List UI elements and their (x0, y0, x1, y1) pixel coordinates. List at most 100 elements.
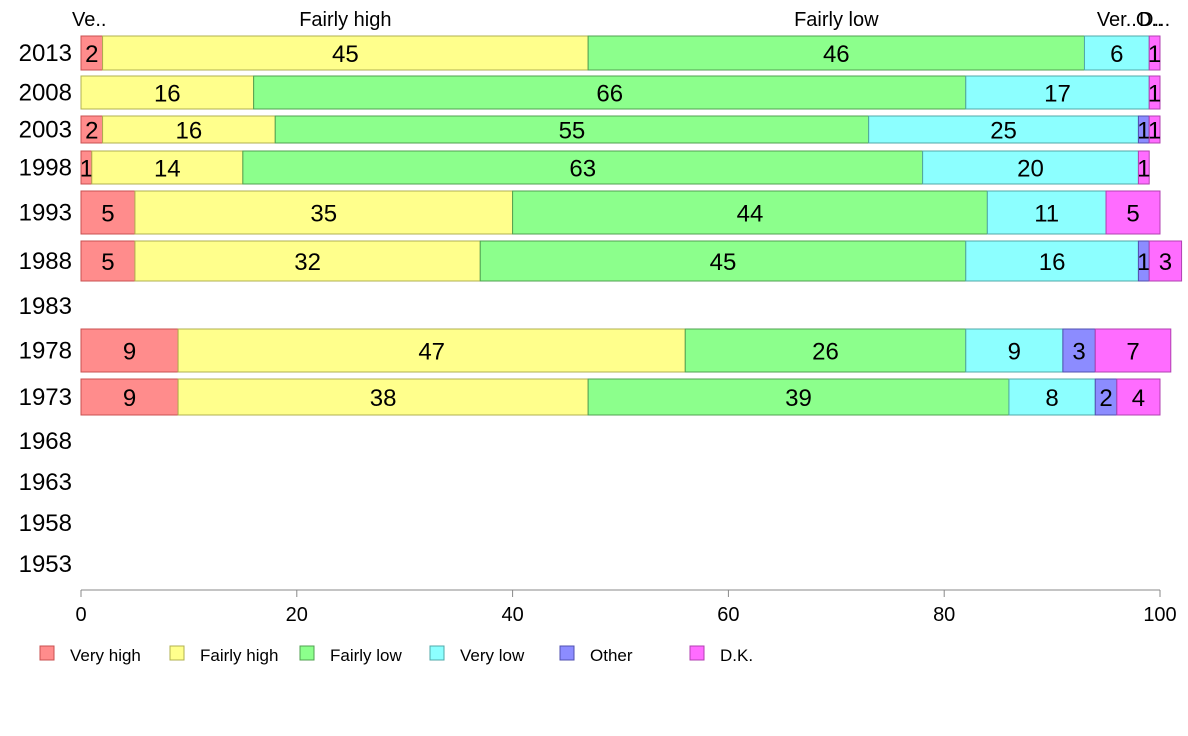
bar-1973-very-low (1008, 378, 1096, 416)
top-label-very-low: Ver.. (1097, 9, 1137, 31)
legend-swatch-fairly-low (299, 645, 315, 661)
value-label-2013-fairly-low: 46 (823, 41, 850, 68)
value-label-2013-very-high: 2 (85, 41, 98, 68)
value-label-1988-very-high: 5 (101, 249, 114, 276)
value-label-2013-fairly-high: 45 (332, 41, 359, 68)
year-label-2008: 2008 (19, 80, 72, 107)
bar-1993-fairly-high (134, 190, 514, 235)
value-label-1998-fairly-low: 63 (569, 156, 596, 183)
value-label-1993-fairly-high: 35 (310, 201, 337, 228)
x-tick-label-80: 80 (933, 604, 955, 626)
value-label-1973-fairly-high: 38 (370, 385, 397, 412)
bars-layer: 2 45 46 6 116 66 17 12 16 55 25 111 14 63 20 15 35 44 11 55… (80, 35, 1183, 416)
year-label-1993: 1993 (19, 200, 72, 227)
value-label-2008-fairly-low: 66 (596, 81, 623, 108)
value-label-1993-d-k: 5 (1126, 201, 1139, 228)
bar-1978-d-k (1094, 328, 1172, 373)
top-labels-layer: Ve.. Fairly high Fairly low Ver.. O..D... (72, 9, 1170, 31)
x-tick-label-100: 100 (1143, 604, 1176, 626)
bar-1988-fairly-high (134, 240, 481, 282)
bar-2013-very-low (1083, 35, 1150, 71)
legend-swatch-other (559, 645, 575, 661)
bar-1998-d-k (1137, 150, 1150, 185)
x-tick-label-20: 20 (286, 604, 308, 626)
year-label-1963: 1963 (19, 469, 72, 496)
legend-swatch-d-k (689, 645, 705, 661)
value-label-2003-d-k: 1 (1148, 118, 1161, 145)
legend-label-very-low: Very low (460, 646, 525, 665)
top-label-d-k: D... (1139, 9, 1170, 31)
year-label-1968: 1968 (19, 428, 72, 455)
bar-1978-very-high (80, 328, 179, 373)
x-tick-label-0: 0 (75, 604, 86, 626)
value-label-1978-fairly-low: 26 (812, 339, 839, 366)
value-label-1998-fairly-high: 14 (154, 156, 181, 183)
bar-1973-very-high (80, 378, 179, 416)
value-label-1998-d-k: 1 (1137, 156, 1150, 183)
value-label-2003-other: 1 (1137, 118, 1150, 145)
value-label-1993-fairly-low: 44 (737, 201, 764, 228)
bar-2008-very-low (965, 75, 1150, 110)
x-axis: 0 20 40 60 80 100 (75, 589, 1177, 626)
value-label-1988-fairly-low: 45 (710, 249, 737, 276)
bar-1973-d-k (1116, 378, 1161, 416)
value-label-2003-very-high: 2 (85, 118, 98, 145)
legend-label-other: Other (590, 646, 633, 665)
year-label-1953: 1953 (19, 551, 72, 578)
value-label-2008-fairly-high: 16 (154, 81, 181, 108)
value-label-1998-very-low: 20 (1017, 156, 1044, 183)
legend-swatch-very-high (39, 645, 55, 661)
year-label-1988: 1988 (19, 248, 72, 275)
bar-1993-d-k (1105, 190, 1161, 235)
bar-1988-very-low (965, 240, 1139, 282)
value-label-2008-very-low: 17 (1044, 81, 1071, 108)
value-label-1973-very-high: 9 (123, 385, 136, 412)
value-label-1998-very-high: 1 (80, 156, 93, 183)
legend-label-d-k: D.K. (720, 646, 753, 665)
value-label-1988-fairly-high: 32 (294, 249, 321, 276)
bar-2003-d-k (1148, 115, 1161, 144)
year-label-1983: 1983 (19, 293, 72, 320)
value-label-2003-fairly-low: 55 (559, 118, 586, 145)
value-label-1988-other: 1 (1137, 249, 1150, 276)
bar-2008-d-k (1148, 75, 1161, 110)
year-label-1958: 1958 (19, 510, 72, 537)
value-label-2003-fairly-high: 16 (176, 118, 203, 145)
legend-label-very-high: Very high (70, 646, 141, 665)
top-label-other: O.. (1136, 9, 1163, 31)
value-label-1978-very-high: 9 (123, 339, 136, 366)
legend-swatch-very-low (429, 645, 445, 661)
year-labels-layer: 2013 2008 2003 1998 1993 1988 1983 1978 1973 1968… (19, 40, 72, 578)
value-label-1993-very-high: 5 (101, 201, 114, 228)
bar-1988-d-k (1148, 240, 1183, 282)
year-label-1998: 1998 (19, 155, 72, 182)
value-label-1978-other: 3 (1072, 339, 1085, 366)
bar-1998-very-low (922, 150, 1139, 185)
bar-1993-very-low (986, 190, 1107, 235)
value-label-2008-d-k: 1 (1148, 81, 1161, 108)
value-label-1973-other: 2 (1099, 385, 1112, 412)
value-label-1988-very-low: 16 (1039, 249, 1066, 276)
x-tick-label-60: 60 (717, 604, 739, 626)
year-label-2003: 2003 (19, 117, 72, 144)
value-label-1973-fairly-low: 39 (785, 385, 812, 412)
top-label-fairly-high: Fairly high (299, 9, 391, 31)
bar-1993-very-high (80, 190, 136, 235)
bar-1998-fairly-low (242, 150, 924, 185)
bar-2013-fairly-low (587, 35, 1085, 71)
year-label-2013: 2013 (19, 40, 72, 67)
bar-1978-very-low (965, 328, 1064, 373)
bar-1993-fairly-low (512, 190, 988, 235)
bar-2013-d-k (1148, 35, 1161, 71)
value-label-1993-very-low: 11 (1034, 201, 1059, 228)
bar-1973-fairly-low (587, 378, 1010, 416)
legend-label-fairly-low: Fairly low (330, 646, 403, 665)
legend-swatch-fairly-high (169, 645, 185, 661)
bar-1998-fairly-high (91, 150, 244, 185)
year-label-1978: 1978 (19, 338, 72, 365)
year-label-1973: 1973 (19, 384, 72, 411)
value-label-2013-d-k: 1 (1148, 41, 1161, 68)
top-label-very-high: Ve.. (72, 9, 106, 31)
x-tick-label-40: 40 (501, 604, 523, 626)
